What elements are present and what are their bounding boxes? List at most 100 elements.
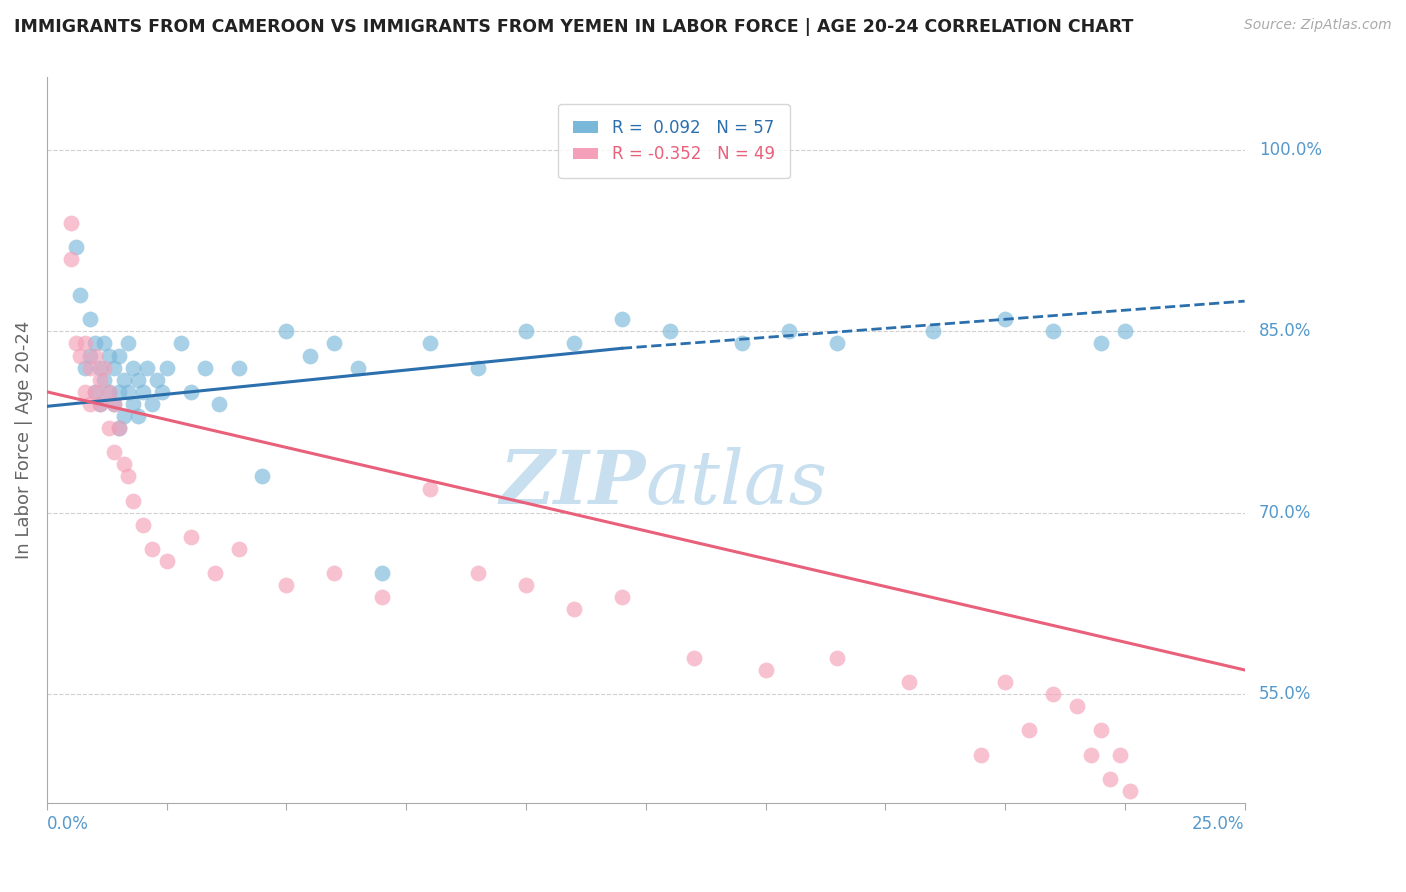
Point: [65, 240, 87, 254]
Point: [98, 421, 121, 435]
Point: [59, 215, 82, 229]
Point: [730, 336, 752, 351]
Point: [112, 409, 135, 423]
Point: [994, 312, 1017, 326]
Point: [117, 469, 139, 483]
Point: [1114, 324, 1136, 338]
Point: [371, 566, 394, 581]
Point: [562, 336, 585, 351]
Point: [467, 566, 489, 581]
Point: [93, 336, 115, 351]
Point: [141, 397, 163, 411]
Text: 55.0%: 55.0%: [1258, 685, 1312, 703]
Point: [117, 336, 139, 351]
Point: [371, 591, 394, 605]
Point: [467, 360, 489, 375]
Point: [299, 349, 322, 363]
Point: [122, 360, 145, 375]
Point: [69, 288, 91, 302]
Point: [103, 360, 125, 375]
Text: 0.0%: 0.0%: [46, 815, 89, 833]
Point: [122, 493, 145, 508]
Point: [127, 409, 149, 423]
Point: [103, 397, 125, 411]
Point: [89, 397, 111, 411]
Point: [127, 373, 149, 387]
Point: [103, 445, 125, 459]
Point: [922, 324, 945, 338]
Point: [180, 530, 202, 544]
Point: [194, 360, 217, 375]
Point: [898, 675, 921, 690]
Point: [515, 324, 537, 338]
Point: [89, 397, 111, 411]
Text: 70.0%: 70.0%: [1258, 504, 1312, 522]
Legend: R =  0.092   N = 57, R = -0.352   N = 49: R = 0.092 N = 57, R = -0.352 N = 49: [558, 103, 790, 178]
Point: [93, 360, 115, 375]
Point: [1042, 324, 1064, 338]
Point: [131, 384, 153, 399]
Y-axis label: In Labor Force | Age 20-24: In Labor Force | Age 20-24: [15, 321, 32, 559]
Point: [93, 373, 115, 387]
Text: 25.0%: 25.0%: [1192, 815, 1244, 833]
Point: [276, 324, 298, 338]
Point: [112, 373, 135, 387]
Point: [610, 591, 633, 605]
Point: [141, 541, 163, 556]
Point: [1109, 747, 1132, 762]
Point: [682, 651, 704, 665]
Point: [112, 458, 135, 472]
Point: [1018, 723, 1040, 738]
Point: [131, 517, 153, 532]
Point: [107, 349, 129, 363]
Point: [136, 360, 159, 375]
Point: [146, 373, 169, 387]
Point: [83, 349, 105, 363]
Point: [98, 384, 121, 399]
Point: [98, 349, 121, 363]
Point: [156, 554, 179, 568]
Point: [69, 349, 91, 363]
Point: [75, 384, 97, 399]
Point: [107, 384, 129, 399]
Point: [1090, 336, 1112, 351]
Point: [79, 349, 101, 363]
Point: [79, 360, 101, 375]
Point: [150, 384, 173, 399]
Point: [419, 336, 441, 351]
Point: [117, 384, 139, 399]
Point: [610, 312, 633, 326]
Point: [89, 360, 111, 375]
Point: [347, 360, 370, 375]
Point: [75, 336, 97, 351]
Point: [59, 252, 82, 266]
Point: [98, 384, 121, 399]
Point: [208, 397, 231, 411]
Point: [228, 541, 250, 556]
Point: [323, 336, 346, 351]
Text: Source: ZipAtlas.com: Source: ZipAtlas.com: [1244, 18, 1392, 32]
Point: [79, 397, 101, 411]
Point: [994, 675, 1017, 690]
Point: [419, 482, 441, 496]
Text: 85.0%: 85.0%: [1258, 322, 1312, 341]
Point: [156, 360, 179, 375]
Point: [103, 397, 125, 411]
Point: [83, 384, 105, 399]
Point: [79, 312, 101, 326]
Point: [83, 384, 105, 399]
Point: [1080, 747, 1102, 762]
Point: [562, 602, 585, 616]
Point: [1042, 687, 1064, 701]
Point: [107, 421, 129, 435]
Point: [122, 397, 145, 411]
Point: [970, 747, 993, 762]
Point: [827, 336, 849, 351]
Point: [75, 360, 97, 375]
Point: [83, 336, 105, 351]
Point: [779, 324, 801, 338]
Point: [515, 578, 537, 592]
Point: [204, 566, 226, 581]
Point: [180, 384, 202, 399]
Point: [754, 663, 776, 677]
